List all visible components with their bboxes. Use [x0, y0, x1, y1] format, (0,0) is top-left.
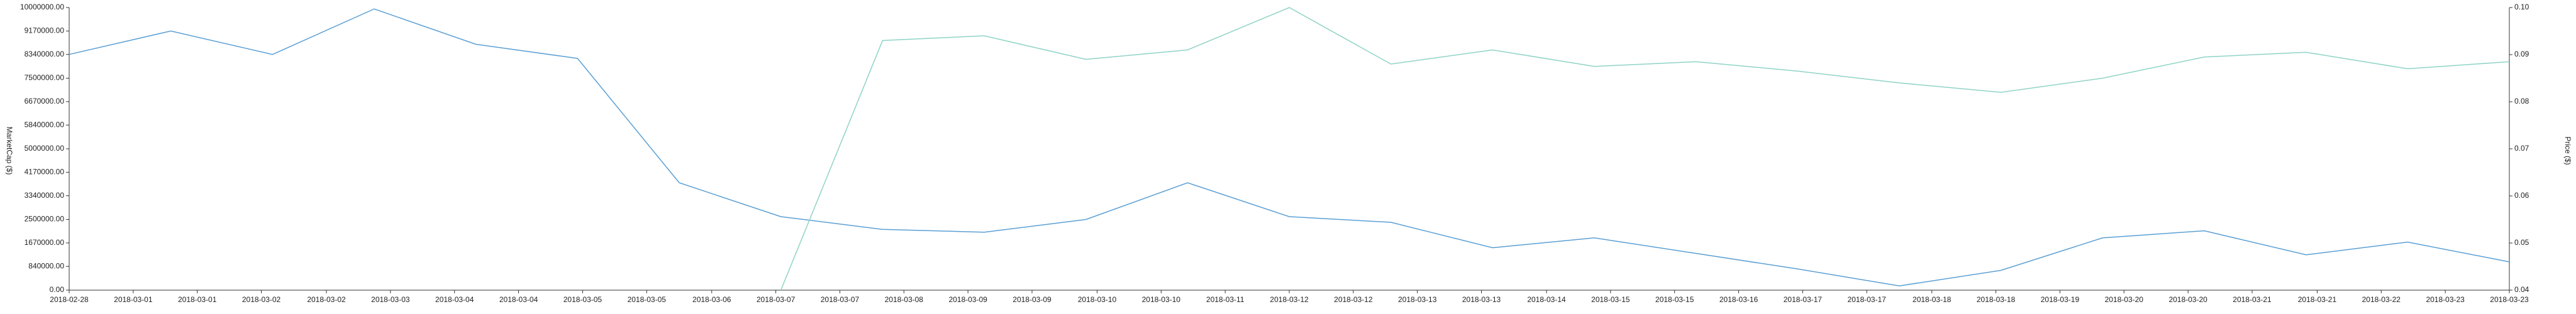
y-axis-label: MarketCap ($) — [5, 127, 14, 175]
x-tick-label: 2018-03-02 — [242, 295, 281, 304]
x-tick-label: 2018-03-17 — [1784, 295, 1823, 304]
x-tick-label: 2018-03-10 — [1078, 295, 1117, 304]
x-tick-label: 2018-03-10 — [1142, 295, 1181, 304]
x-tick-label: 2018-03-01 — [114, 295, 153, 304]
x-tick-label: 2018-03-13 — [1398, 295, 1437, 304]
x-tick-label: 2018-03-05 — [564, 295, 602, 304]
y-tick-label: 5840000.00 — [25, 120, 65, 129]
x-tick-label: 2018-03-04 — [499, 295, 538, 304]
x-tick-label: 2018-03-06 — [692, 295, 731, 304]
x-tick-label: 2018-03-21 — [2233, 295, 2272, 304]
x-tick-label: 2018-03-18 — [1913, 295, 1951, 304]
x-tick-label: 2018-03-13 — [1462, 295, 1501, 304]
y-tick-label: 0.00 — [50, 285, 65, 294]
x-tick-label: 2018-03-09 — [1013, 295, 1052, 304]
x-tick-label: 2018-03-20 — [2105, 295, 2144, 304]
series-line — [780, 7, 2510, 291]
x-tick-label: 2018-03-21 — [2298, 295, 2337, 304]
x-tick-label: 2018-03-11 — [1206, 295, 1245, 304]
y-tick-label: 9170000.00 — [25, 26, 65, 35]
x-tick-label: 2018-03-19 — [2041, 295, 2080, 304]
y-tick-label: 7500000.00 — [25, 73, 65, 82]
x-tick-label: 2018-03-17 — [1848, 295, 1887, 304]
y2-tick-label: 0.09 — [2514, 50, 2529, 58]
y-tick-label: 5000000.00 — [25, 144, 65, 153]
y-tick-label: 2500000.00 — [25, 215, 65, 224]
x-tick-label: 2018-03-07 — [757, 295, 796, 304]
x-tick-label: 2018-03-01 — [178, 295, 217, 304]
y2-tick-label: 0.07 — [2514, 144, 2529, 153]
x-tick-label: 2018-03-23 — [2490, 295, 2529, 304]
x-tick-label: 2018-03-15 — [1591, 295, 1630, 304]
y-tick-label: 8340000.00 — [25, 50, 65, 58]
y-tick-label: 3340000.00 — [25, 191, 65, 200]
x-tick-label: 2018-03-12 — [1270, 295, 1309, 304]
x-tick-label: 2018-03-18 — [1977, 295, 2016, 304]
x-tick-label: 2018-03-04 — [435, 295, 474, 304]
y-tick-label: 4170000.00 — [25, 168, 65, 176]
y2-tick-label: 0.05 — [2514, 238, 2529, 247]
y-tick-label: 1670000.00 — [25, 238, 65, 247]
x-tick-label: 2018-03-22 — [2362, 295, 2401, 304]
y2-axis-label: Price ($) — [2563, 136, 2572, 165]
x-tick-label: 2018-02-28 — [50, 295, 89, 304]
x-tick-label: 2018-03-14 — [1527, 295, 1566, 304]
series-line — [69, 8, 2510, 287]
x-tick-label: 2018-03-23 — [2426, 295, 2465, 304]
x-tick-label: 2018-03-02 — [307, 295, 346, 304]
y2-tick-label: 0.08 — [2514, 97, 2529, 106]
x-tick-label: 2018-03-12 — [1334, 295, 1373, 304]
x-tick-label: 2018-03-03 — [371, 295, 410, 304]
x-tick-label: 2018-03-07 — [821, 295, 860, 304]
y-tick-label: 6670000.00 — [25, 97, 65, 106]
x-tick-label: 2018-03-16 — [1719, 295, 1758, 304]
x-tick-label: 2018-03-15 — [1655, 295, 1694, 304]
x-tick-label: 2018-03-20 — [2168, 295, 2207, 304]
y-tick-label: 840000.00 — [28, 261, 64, 270]
x-tick-label: 2018-03-09 — [948, 295, 987, 304]
x-tick-label: 2018-03-05 — [628, 295, 667, 304]
y-tick-label: 10000000.00 — [20, 3, 64, 11]
y2-tick-label: 0.06 — [2514, 191, 2529, 200]
y2-tick-label: 0.10 — [2514, 3, 2529, 11]
x-tick-label: 2018-03-08 — [885, 295, 924, 304]
y2-tick-label: 0.04 — [2514, 285, 2529, 294]
